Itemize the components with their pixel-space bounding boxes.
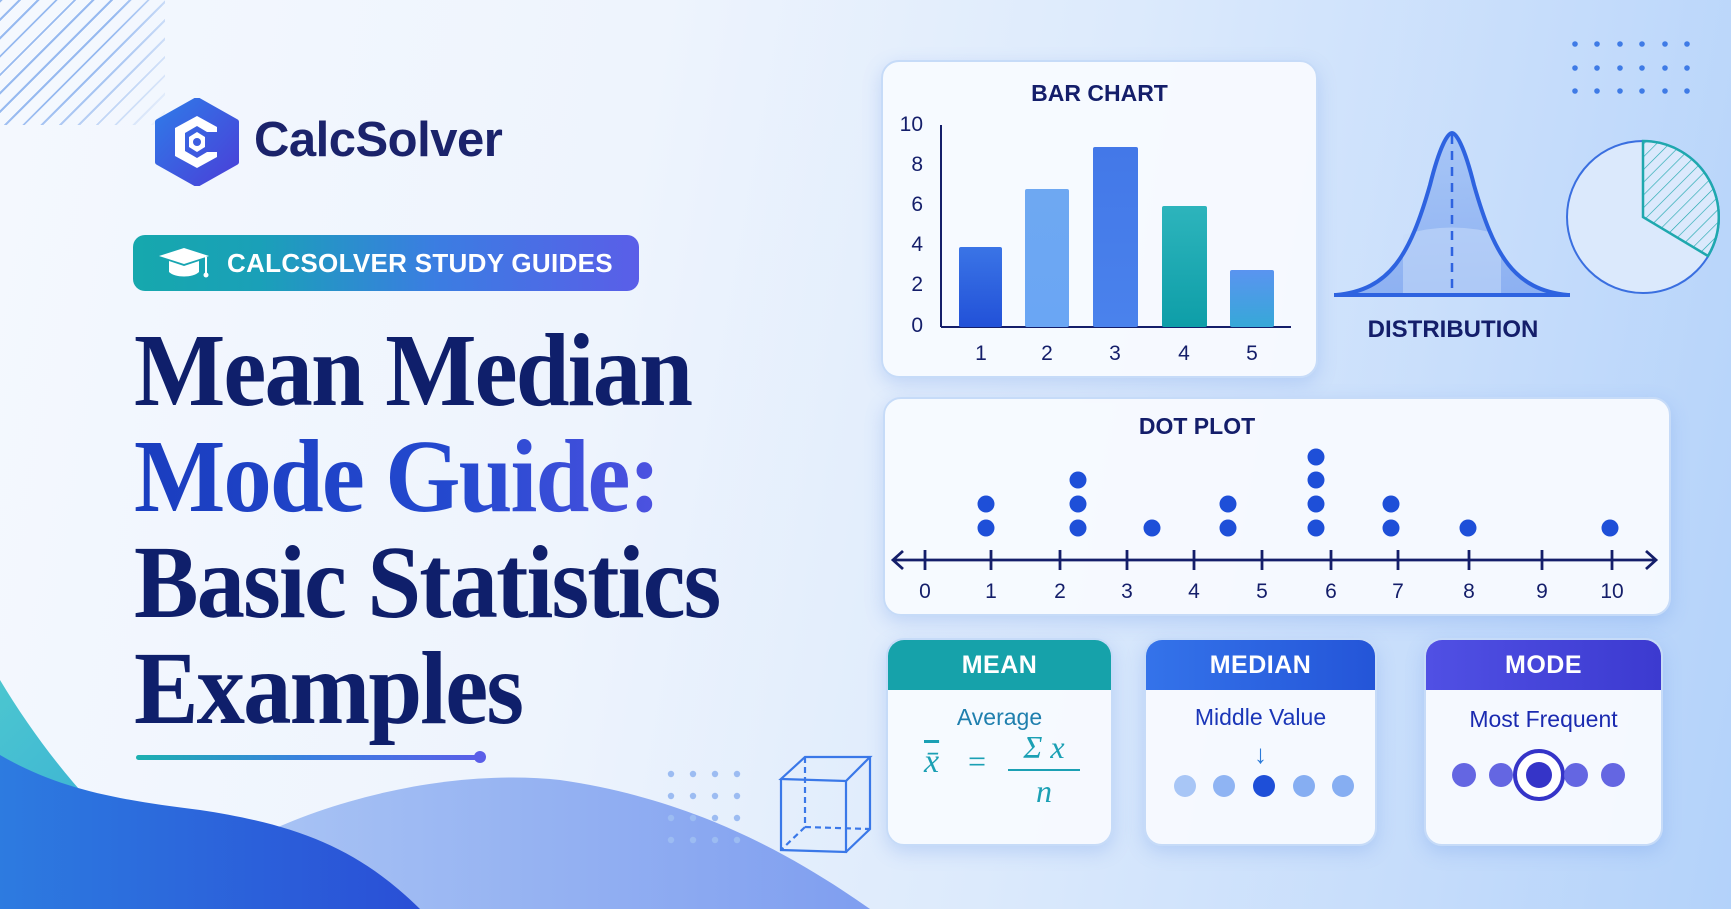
wave-decoration xyxy=(0,680,870,909)
title-line-2: Mode Guide: xyxy=(134,424,719,530)
graduation-cap-icon xyxy=(159,248,209,278)
median-dots xyxy=(1174,775,1354,797)
svg-text:3: 3 xyxy=(1121,580,1133,603)
svg-text:4: 4 xyxy=(1188,580,1200,603)
formula-equals: = xyxy=(968,743,987,779)
svg-text:10: 10 xyxy=(900,113,923,136)
page-title: Mean Median Mode Guide: Basic Statistics… xyxy=(134,318,764,742)
title-line-1: Mean Median xyxy=(134,313,693,428)
formula-denominator: n xyxy=(1036,773,1052,809)
badge-label: CALCSOLVER STUDY GUIDES xyxy=(227,247,613,278)
title-line-4: Examples xyxy=(134,631,524,746)
svg-text:6: 6 xyxy=(911,193,923,216)
cube-icon xyxy=(778,755,873,854)
mean-header: MEAN xyxy=(888,640,1111,690)
svg-text:4: 4 xyxy=(1178,342,1190,365)
dot-plot-card: DOT PLOT 0 1 2 3 4 5 6 7 8 9 10 xyxy=(883,397,1671,616)
distribution-label: DISTRIBUTION xyxy=(1367,316,1539,343)
down-arrow-icon: ↓ xyxy=(1254,739,1267,769)
svg-text:2: 2 xyxy=(1054,580,1066,603)
svg-text:7: 7 xyxy=(1392,580,1404,603)
svg-text:4: 4 xyxy=(911,233,923,256)
mean-card: MEAN Average x̄ = Σ x n xyxy=(886,638,1113,846)
brand-name: CalcSolver xyxy=(254,113,503,167)
formula-fraction-bar xyxy=(1008,769,1080,771)
dot-plot-title: DOT PLOT xyxy=(1138,413,1256,439)
svg-text:0: 0 xyxy=(919,580,931,603)
mode-card: MODE Most Frequent xyxy=(1424,638,1663,846)
hexagon-c-logo-icon xyxy=(155,98,239,186)
dot-grid-decoration xyxy=(667,770,741,844)
svg-text:5: 5 xyxy=(1256,580,1268,603)
svg-text:9: 9 xyxy=(1536,580,1548,603)
dot-plot: 0 1 2 3 4 5 6 7 8 9 10 xyxy=(890,448,1659,603)
mode-dots xyxy=(1452,749,1625,801)
svg-text:0: 0 xyxy=(911,314,923,337)
svg-text:2: 2 xyxy=(911,273,923,296)
bell-curve-icon xyxy=(1334,130,1570,297)
svg-text:8: 8 xyxy=(1463,580,1475,603)
formula-x-bar: x̄ xyxy=(924,743,940,780)
median-header: MEDIAN xyxy=(1146,640,1375,690)
svg-text:5: 5 xyxy=(1246,342,1258,365)
svg-text:1: 1 xyxy=(985,580,997,603)
median-subtitle: Middle Value xyxy=(1194,704,1327,730)
svg-text:2: 2 xyxy=(1041,342,1053,365)
median-card: MEDIAN Middle Value ↓ xyxy=(1144,638,1377,846)
mean-formula: x̄ = Σ x n xyxy=(888,729,1111,821)
bar-chart-card: BAR CHART 10 8 6 4 2 0 1 2 3 4 5 xyxy=(881,60,1318,378)
svg-text:1: 1 xyxy=(975,342,987,365)
study-guides-badge: CALCSOLVER STUDY GUIDES xyxy=(133,235,639,291)
mode-subtitle: Most Frequent xyxy=(1469,706,1618,732)
title-underline-dot xyxy=(474,751,486,763)
formula-numerator: Σ x xyxy=(1023,729,1065,765)
title-line-3: Basic Statistics xyxy=(134,525,721,640)
svg-text:3: 3 xyxy=(1109,342,1121,365)
pie-chart-icon xyxy=(1566,139,1721,294)
mean-subtitle: Average xyxy=(956,704,1043,730)
bar-chart: 10 8 6 4 2 0 1 2 3 4 5 xyxy=(900,113,1291,365)
title-underline xyxy=(136,755,480,760)
dot-grid-decoration-top xyxy=(1572,41,1690,94)
diagonal-hatch-decoration xyxy=(0,0,165,125)
mode-header: MODE xyxy=(1426,640,1661,690)
svg-text:10: 10 xyxy=(1600,580,1623,603)
svg-text:8: 8 xyxy=(911,153,923,176)
svg-text:6: 6 xyxy=(1325,580,1337,603)
bar-chart-title: BAR CHART xyxy=(1031,80,1168,106)
